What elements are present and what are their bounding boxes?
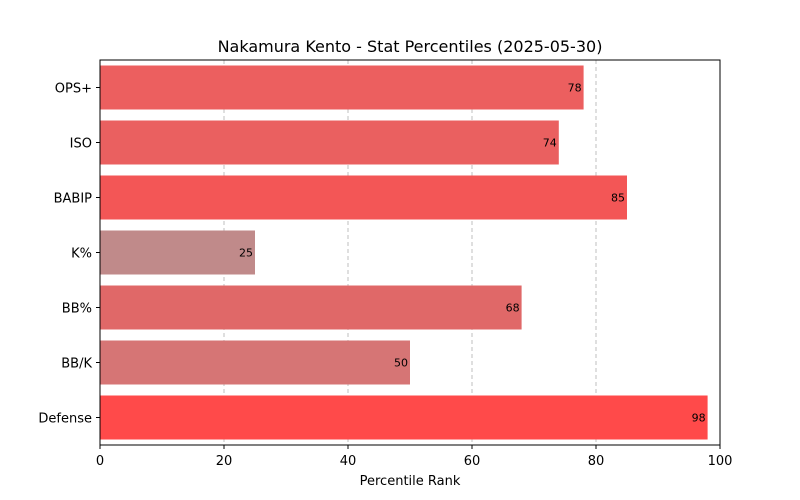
y-tick-label: OPS+ — [55, 82, 92, 97]
y-tick-label: BB% — [62, 302, 92, 317]
bars — [100, 65, 708, 440]
x-tick-label: 100 — [708, 454, 733, 469]
x-axis-ticks: 0 20 40 60 80 100 — [96, 445, 733, 469]
bar-value-label: 78 — [568, 82, 582, 95]
bar-value-label: 85 — [611, 192, 625, 205]
bar-defense — [100, 395, 708, 440]
grid-lines — [223, 60, 597, 445]
bar-value-label: 50 — [394, 357, 408, 370]
y-tick-label: K% — [71, 247, 92, 262]
bar-babip — [100, 175, 627, 220]
bar-value-label: 68 — [506, 302, 520, 315]
bar-bb- — [100, 285, 522, 330]
bar-value-labels: 78 74 85 25 68 50 98 — [239, 82, 706, 425]
bar-bb-k — [100, 340, 410, 385]
x-tick-label: 20 — [216, 454, 233, 469]
x-tick-label: 80 — [588, 454, 605, 469]
y-tick-label: BABIP — [54, 192, 93, 207]
bar-value-label: 98 — [692, 412, 706, 425]
bar-value-label: 25 — [239, 247, 253, 260]
y-tick-label: Defense — [38, 412, 92, 427]
x-tick-label: 40 — [340, 454, 357, 469]
bar-ops- — [100, 65, 584, 110]
y-tick-label: ISO — [70, 137, 92, 152]
y-tick-label: BB/K — [61, 357, 92, 372]
bar-value-label: 74 — [543, 137, 557, 150]
bar-iso — [100, 120, 559, 165]
chart-title: Nakamura Kento - Stat Percentiles (2025-… — [218, 37, 603, 56]
x-tick-label: 0 — [96, 454, 104, 469]
x-tick-label: 60 — [464, 454, 481, 469]
x-axis-label: Percentile Rank — [360, 474, 461, 489]
bar-k- — [100, 230, 255, 275]
y-axis-ticks: OPS+ ISO BABIP K% BB% BB/K Defense — [38, 82, 100, 427]
